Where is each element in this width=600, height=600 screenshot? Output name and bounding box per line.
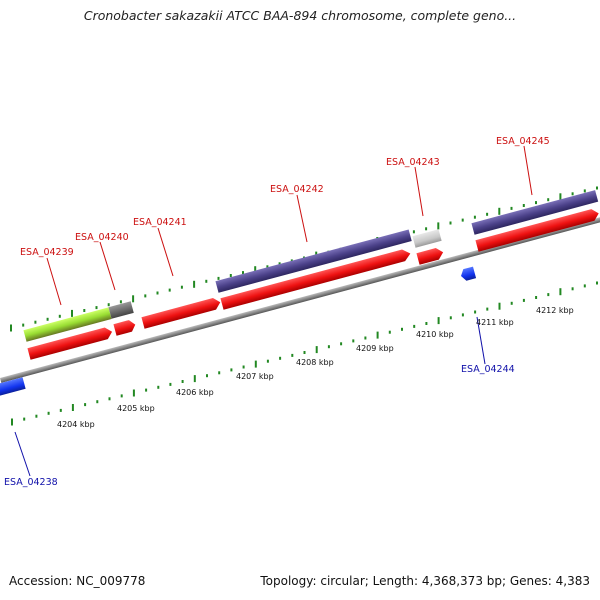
cds-reverse-2[interactable] — [459, 266, 477, 282]
cds-forward-4[interactable] — [220, 248, 411, 310]
gene-label-esa-04238[interactable]: ESA_04238 — [4, 477, 58, 488]
chromosome-backbone — [0, 212, 600, 383]
cds-forward-5[interactable] — [416, 246, 444, 265]
lower-tick-track — [11, 281, 598, 426]
scale-label: 4208 kbp — [296, 358, 334, 367]
feature-upper-4[interactable] — [412, 229, 442, 248]
gene-label-esa-04239[interactable]: ESA_04239 — [20, 247, 74, 258]
gene-label-esa-04243[interactable]: ESA_04243 — [386, 157, 440, 168]
scale-label: 4210 kbp — [416, 330, 454, 339]
gene-label-esa-04242[interactable]: ESA_04242 — [270, 184, 324, 195]
scale-label: 4209 kbp — [356, 344, 394, 353]
scale-label: 4211 kbp — [476, 318, 514, 327]
scale-label: 4212 kbp — [536, 306, 574, 315]
topology-summary: Topology: circular; Length: 4,368,373 bp… — [260, 574, 590, 588]
cds-forward-6[interactable] — [475, 208, 600, 252]
cds-reverse-1[interactable] — [0, 377, 26, 396]
feature-upper-5[interactable] — [471, 190, 599, 235]
cds-forward-1[interactable] — [27, 326, 113, 360]
feature-upper-2[interactable] — [108, 301, 134, 319]
gene-label-esa-04240[interactable]: ESA_04240 — [75, 232, 129, 243]
scale-label: 4204 kbp — [57, 420, 95, 429]
gene-label-esa-04244[interactable]: ESA_04244 — [461, 364, 515, 375]
label-leaders — [14, 145, 533, 477]
upper-tick-track — [10, 186, 598, 332]
scale-label: 4207 kbp — [236, 372, 274, 381]
feature-upper-3[interactable] — [215, 229, 412, 293]
feature-upper-1[interactable] — [23, 307, 112, 342]
gene-label-esa-04245[interactable]: ESA_04245 — [496, 136, 550, 147]
scale-label: 4206 kbp — [176, 388, 214, 397]
accession-text: Accession: NC_009778 — [9, 574, 146, 588]
scale-label: 4205 kbp — [117, 404, 155, 413]
gene-label-esa-04241[interactable]: ESA_04241 — [133, 217, 187, 228]
cds-forward-3[interactable] — [141, 296, 221, 329]
map-title: Cronobacter sakazakii ATCC BAA-894 chrom… — [83, 8, 517, 23]
cds-forward-2[interactable] — [113, 319, 136, 336]
